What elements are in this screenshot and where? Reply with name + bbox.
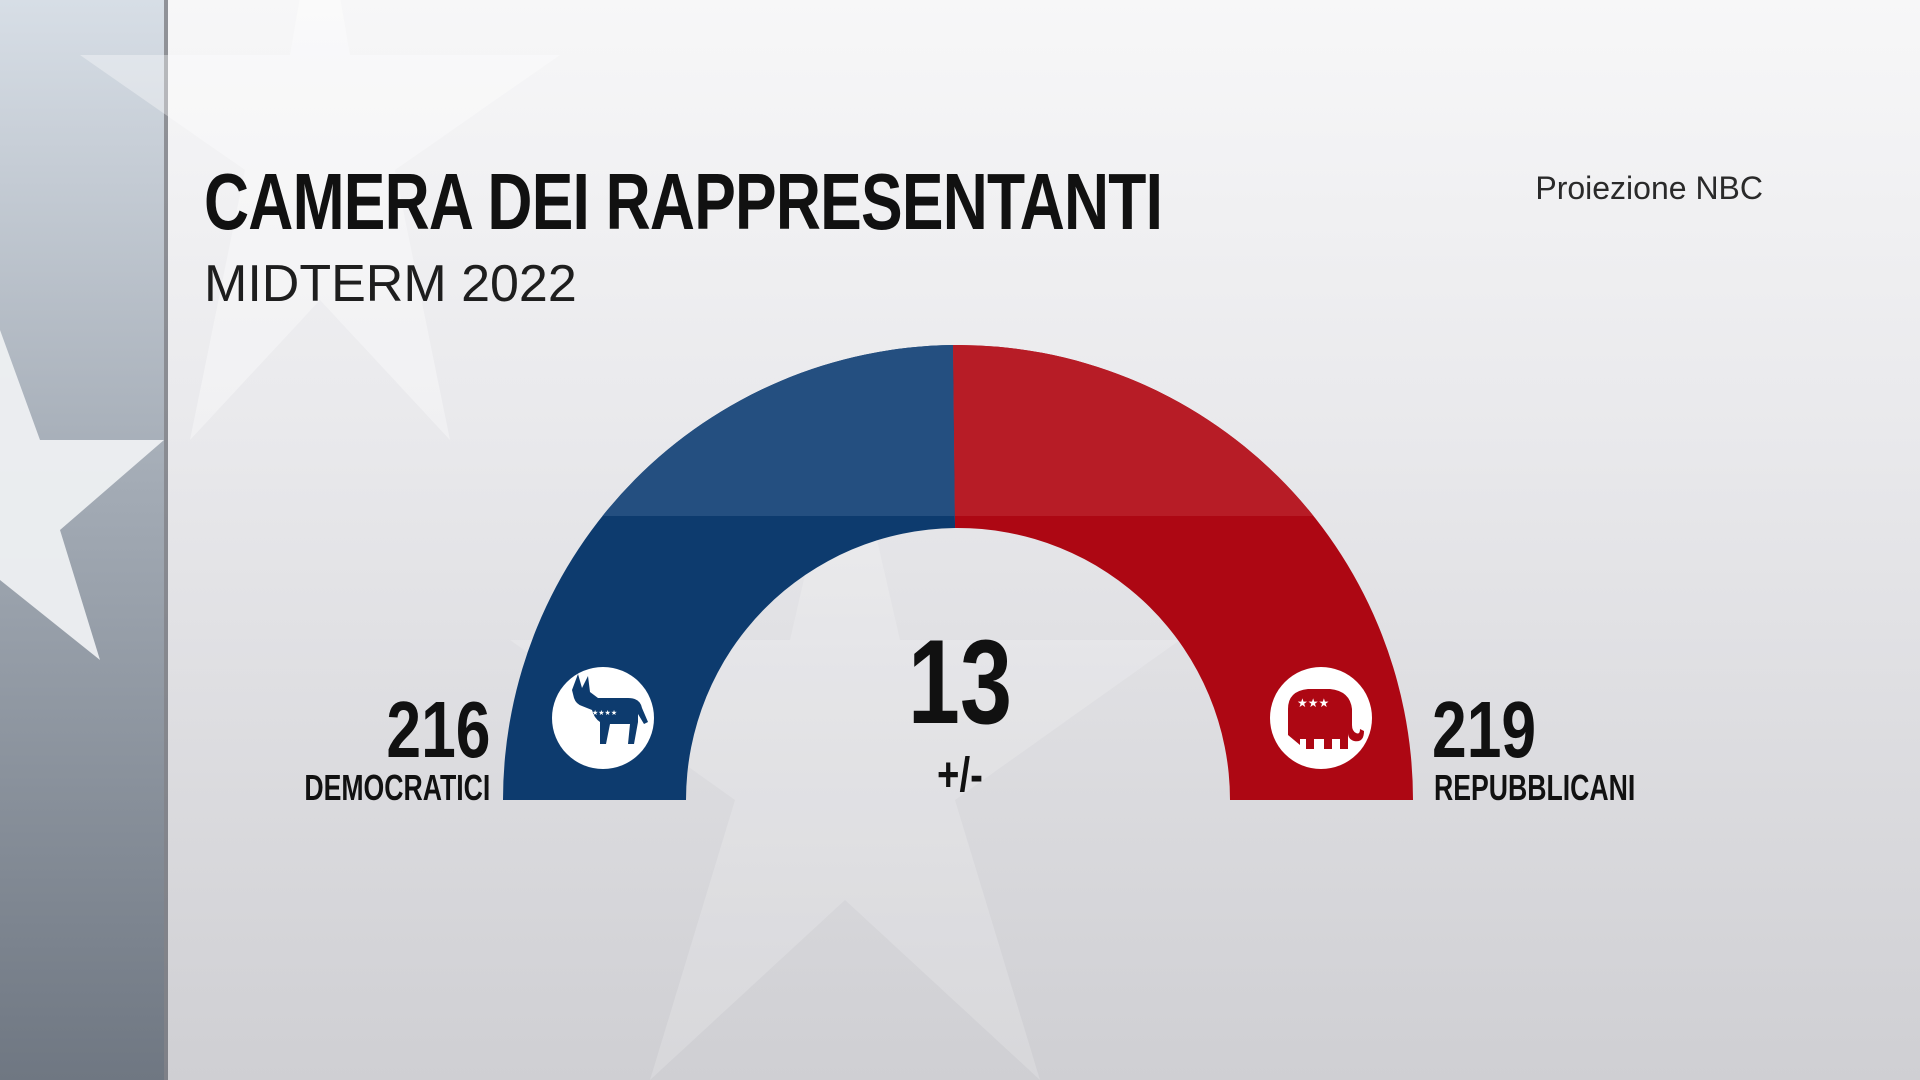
republican-label: REPUBBLICANI <box>1434 767 1636 808</box>
margin-label: +/- <box>937 749 983 802</box>
page-title: CAMERA DEI RAPPRESENTANTI <box>204 157 1163 246</box>
margin-value: 13 <box>907 615 1013 749</box>
democrat-arc-highlight <box>602 345 955 516</box>
democrat-label: DEMOCRATICI <box>304 767 490 808</box>
democrat-seat-count: 216 <box>385 685 490 774</box>
svg-text:★★★: ★★★ <box>1297 696 1329 710</box>
svg-text:★★★★: ★★★★ <box>592 709 617 717</box>
republican-seat-count: 219 <box>1432 685 1537 774</box>
side-star-decoration <box>0 330 164 660</box>
page-subtitle: MIDTERM 2022 <box>204 255 577 313</box>
source-note: Proiezione NBC <box>1535 170 1763 206</box>
republican-arc-highlight <box>953 345 1314 516</box>
donkey-icon: ★★★★ <box>552 667 654 769</box>
side-strip <box>0 0 164 1080</box>
elephant-icon: ★★★ <box>1270 667 1372 769</box>
